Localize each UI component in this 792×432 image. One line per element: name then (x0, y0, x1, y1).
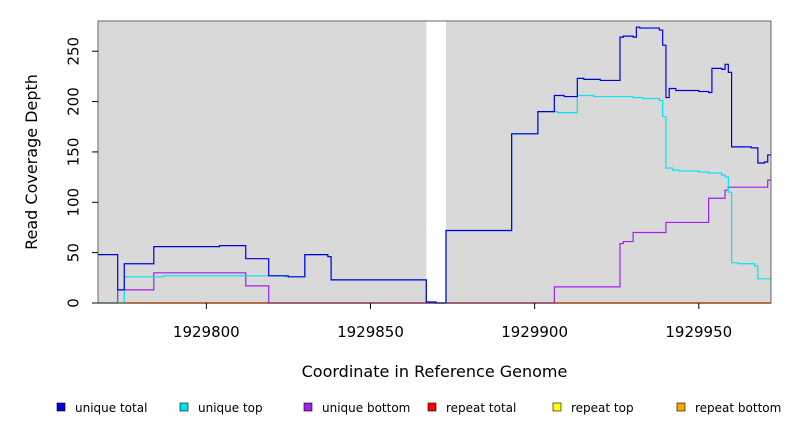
x-tick-label: 1929900 (501, 323, 568, 341)
series-line-unique-bottom (98, 179, 771, 304)
x-tick-label: 1929850 (337, 323, 404, 341)
y-tick-label: 100 (65, 188, 83, 217)
legend-label: repeat bottom (695, 401, 781, 415)
legend-swatch (552, 402, 562, 412)
series-line-unique-total (98, 26, 771, 304)
legend-swatch (427, 402, 437, 412)
plot-frame (97, 20, 772, 304)
legend-label: unique bottom (322, 401, 410, 415)
legend-item-unique-bottom: unique bottom (303, 401, 410, 415)
y-tick-label: 150 (65, 138, 83, 167)
y-axis-title: Read Coverage Depth (22, 74, 41, 250)
legend-swatch (303, 402, 313, 412)
legend-label: unique total (75, 401, 147, 415)
legend-swatch (676, 402, 686, 412)
legend-item-unique-top: unique top (179, 401, 263, 415)
x-axis-title: Coordinate in Reference Genome (302, 362, 568, 381)
legend-label: repeat total (446, 401, 516, 415)
legend-label: unique top (198, 401, 263, 415)
gap-region (426, 21, 446, 303)
plot-border (97, 20, 772, 304)
legend-item-repeat-total: repeat total (427, 401, 516, 415)
y-tick-label: 200 (65, 87, 83, 116)
y-tick-label: 0 (65, 298, 83, 308)
plot-background (98, 21, 771, 303)
legend: unique total unique top unique bottom repea… (56, 401, 781, 415)
legend-swatch (179, 402, 189, 412)
y-axis: 0 50 100 150 200 250 (65, 37, 98, 308)
legend-item-unique-total: unique total (56, 401, 147, 415)
x-tick-label: 1929800 (173, 323, 240, 341)
y-tick-label: 50 (65, 243, 83, 262)
x-tick-label: 1929950 (665, 323, 732, 341)
legend-item-repeat-bottom: repeat bottom (676, 401, 781, 415)
y-tick-label: 250 (65, 37, 83, 66)
legend-item-repeat-top: repeat top (552, 401, 634, 415)
x-axis: 1929800 1929850 1929900 1929950 (173, 303, 732, 341)
legend-label: repeat top (571, 401, 634, 415)
legend-swatch (56, 402, 66, 412)
